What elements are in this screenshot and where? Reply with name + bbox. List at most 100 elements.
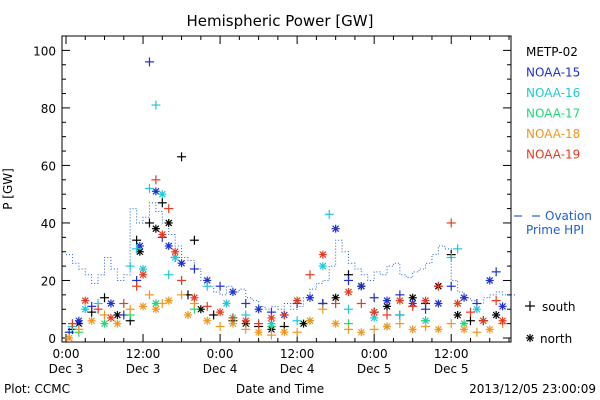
point-noaa-18-south (472, 327, 482, 337)
point-noaa-19-north (106, 313, 115, 322)
marker-north-label: north (540, 332, 572, 346)
point-noaa-18-north (151, 305, 160, 314)
point-noaa-19-south (151, 175, 161, 185)
point-noaa-18-south (343, 324, 353, 334)
point-metp-02-north (492, 310, 501, 319)
point-noaa-17-north (100, 319, 109, 328)
point-noaa-18-north (113, 319, 122, 328)
point-noaa-16-south (292, 316, 302, 326)
point-noaa-16-south (144, 183, 154, 193)
footer-plot-source: Plot: CCMC (4, 382, 70, 396)
point-noaa-19-south (446, 218, 456, 228)
point-noaa-17-south (266, 321, 276, 331)
point-metp-02-south (465, 316, 475, 326)
point-noaa-18-north (164, 296, 173, 305)
x-tick-time-label: 12:00 (434, 347, 469, 361)
point-noaa-15-south (343, 275, 353, 285)
x-tick-date-label: Dec 3 (49, 362, 84, 376)
x-tick-date-label: Dec 5 (434, 362, 469, 376)
point-noaa-19-south (228, 313, 238, 323)
point-noaa-18-north (254, 328, 263, 337)
point-noaa-19-north (293, 296, 302, 305)
point-noaa-18-north (434, 325, 443, 334)
x-tick-time-label: 0:00 (361, 347, 388, 361)
point-noaa-19-south (67, 319, 77, 329)
point-noaa-16-north (139, 264, 148, 273)
point-noaa-19-south (164, 204, 174, 214)
point-metp-02-south (189, 235, 199, 245)
point-noaa-18-south (446, 319, 456, 329)
y-tick-label: 0 (48, 332, 56, 346)
x-tick-date-label: Dec 4 (203, 362, 238, 376)
point-noaa-18-north (183, 310, 192, 319)
point-noaa-16-south (446, 252, 456, 262)
marker-key: south north (525, 300, 576, 346)
point-noaa-19-south (465, 307, 475, 317)
point-noaa-18-north (357, 328, 366, 337)
point-noaa-15-south (241, 298, 251, 308)
y-tick-label: 20 (41, 274, 56, 288)
point-noaa-15-north (254, 305, 263, 314)
point-noaa-18-south (266, 330, 276, 340)
point-noaa-15-north (305, 293, 314, 302)
y-tick-label: 80 (41, 102, 56, 116)
point-noaa-19-north (190, 293, 199, 302)
point-noaa-16-south (125, 261, 135, 271)
point-noaa-16-north (222, 299, 231, 308)
point-noaa-18-north (65, 334, 74, 342)
point-noaa-15-north (434, 299, 443, 308)
point-noaa-19-south (331, 298, 341, 308)
point-noaa-16-north (81, 305, 90, 314)
y-axis-label: P [GW] (1, 168, 15, 210)
ovation-legend: Ovation Prime HPI (514, 209, 592, 237)
point-noaa-19-north (344, 287, 353, 296)
point-noaa-18-north (460, 325, 469, 334)
point-noaa-19-north (139, 270, 148, 279)
point-noaa-16-north (318, 262, 327, 271)
point-noaa-18-north (87, 316, 96, 325)
point-noaa-15-south (491, 267, 501, 277)
legend: METP-02 NOAA-15 NOAA-16 NOAA-17 NOAA-18 NOAA-… (526, 45, 580, 162)
point-noaa-15-north (106, 299, 115, 308)
point-noaa-18-south (421, 321, 431, 331)
point-noaa-15-south (215, 281, 225, 291)
x-tick-date-label: Dec 5 (357, 362, 392, 376)
legend-item-metp-02: METP-02 (526, 45, 578, 59)
legend-item-noaa-15: NOAA-15 (526, 66, 580, 80)
point-noaa-19-north (479, 316, 488, 325)
y-tick-label: 100 (33, 44, 56, 58)
plot-area-frame (61, 35, 512, 343)
point-metp-02-south (144, 218, 154, 228)
point-noaa-15-south (87, 301, 97, 311)
point-noaa-19-north (370, 308, 379, 317)
chart-title: Hemispheric Power [GW] (187, 12, 374, 30)
point-noaa-16-south (324, 209, 334, 219)
point-noaa-18-north (280, 328, 289, 337)
point-noaa-18-south (395, 319, 405, 329)
point-noaa-16-south (395, 310, 405, 320)
point-noaa-15-south (446, 281, 456, 291)
point-noaa-18-south (318, 304, 328, 314)
point-noaa-18-south (125, 304, 135, 314)
point-noaa-15-north (74, 316, 83, 325)
point-noaa-15-south (144, 57, 154, 67)
x-tick-date-label: Dec 3 (126, 362, 161, 376)
legend-item-noaa-17: NOAA-17 (526, 107, 580, 121)
point-noaa-19-south (305, 270, 315, 280)
point-metp-02-south (209, 310, 219, 320)
point-noaa-19-north (318, 250, 327, 259)
point-noaa-15-south (369, 293, 379, 303)
point-noaa-19-north (421, 296, 430, 305)
point-noaa-18-north (139, 302, 148, 311)
legend-item-noaa-19: NOAA-19 (526, 148, 580, 162)
point-noaa-19-north (171, 247, 180, 256)
y-tick-label: 60 (41, 159, 56, 173)
footer-timestamp: 2013/12/05 23:00:09 (469, 382, 596, 396)
asterisk-marker-icon (526, 334, 534, 342)
point-noaa-15-north (357, 282, 366, 291)
point-metp-02-south (177, 152, 187, 162)
point-noaa-18-north (485, 325, 494, 334)
point-noaa-16-south (202, 281, 212, 291)
point-noaa-15-north (151, 187, 160, 196)
